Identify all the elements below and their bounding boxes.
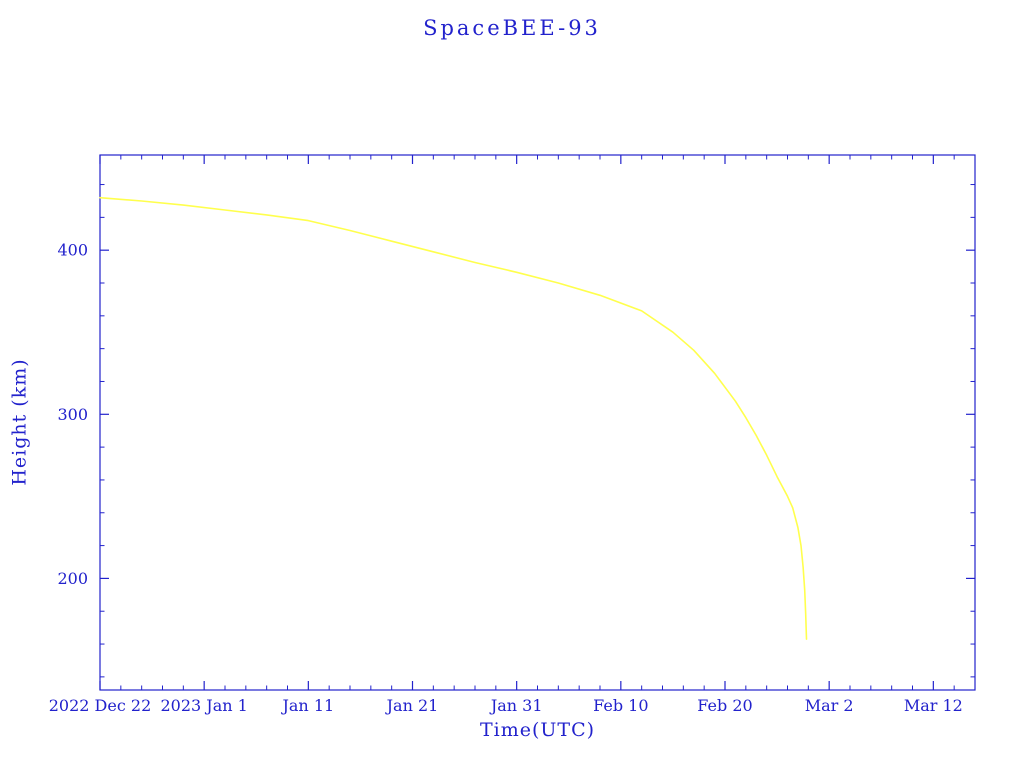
decay-curve bbox=[99, 196, 808, 640]
x-tick-label: 2023 Jan 1 bbox=[161, 696, 248, 715]
y-tick-label: 300 bbox=[57, 405, 88, 424]
x-tick-label: Feb 10 bbox=[593, 696, 648, 715]
x-tick-label: Jan 21 bbox=[385, 696, 439, 715]
y-tick-label: 200 bbox=[57, 569, 88, 588]
x-tick-label: Mar 12 bbox=[904, 696, 963, 715]
x-tick-label: 2022 Dec 22 bbox=[49, 696, 152, 715]
x-axis-label: Time(UTC) bbox=[479, 719, 596, 741]
x-tick-label: Jan 11 bbox=[280, 696, 334, 715]
y-tick-label: 400 bbox=[57, 241, 88, 260]
plot-frame bbox=[99, 154, 976, 691]
chart-title: SpaceBEE-93 bbox=[423, 16, 601, 40]
x-tick-label: Feb 20 bbox=[697, 696, 752, 715]
x-tick-label: Jan 31 bbox=[489, 696, 543, 715]
x-tick-label: Mar 2 bbox=[805, 696, 854, 715]
